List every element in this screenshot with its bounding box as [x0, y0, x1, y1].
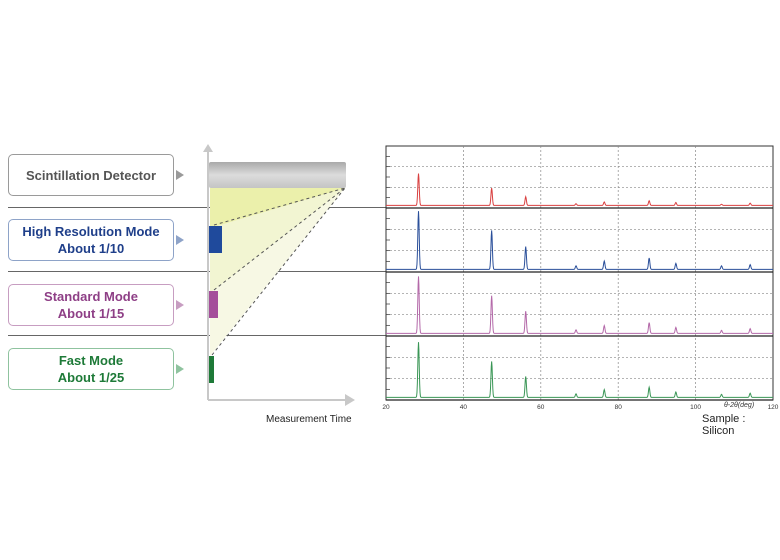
series-line-1 — [386, 211, 773, 270]
high-resolution-mode-label: High Resolution Mode About 1/10 — [8, 219, 174, 261]
fast-mode-title: Fast Mode — [58, 353, 124, 368]
arrow-right-icon — [176, 364, 184, 374]
x-tick-label: 60 — [537, 404, 545, 411]
high-resolution-mode-title: High Resolution Mode — [22, 224, 160, 239]
fast-mode-label: Fast Mode About 1/25 — [8, 348, 174, 390]
time-axis-arrow-icon — [345, 394, 355, 406]
fast-mode-ratio: About 1/25 — [57, 370, 125, 385]
standard-mode-label: Standard Mode About 1/15 — [8, 284, 174, 326]
scintillation-region — [210, 188, 345, 228]
series-line-2 — [386, 276, 773, 334]
series-line-3 — [386, 342, 773, 398]
chart-frame — [385, 145, 774, 401]
arrow-right-icon — [176, 170, 184, 180]
guide-line — [213, 187, 346, 291]
chart-grid — [386, 145, 773, 401]
high-resolution-mode-ratio: About 1/10 — [57, 241, 125, 256]
fast-time-bar — [209, 356, 214, 383]
x-tick-label: 100 — [690, 404, 701, 411]
standard-mode-ratio: About 1/15 — [57, 306, 125, 321]
arrow-right-icon — [176, 235, 184, 245]
series-line-0 — [386, 173, 773, 206]
scintillation-detector-label: Scintillation Detector — [8, 154, 174, 196]
x-tick-label: 40 — [460, 404, 468, 411]
arrow-right-icon — [176, 300, 184, 310]
scintillation-time-bar — [209, 162, 346, 188]
high-resolution-time-bar — [209, 226, 222, 253]
standard-time-bar — [209, 291, 218, 318]
x-tick-label: 20 — [382, 404, 390, 411]
time-axis-arrow-icon-up — [203, 144, 213, 152]
chart-ticks: 20 40 60 80 100 120 — [382, 404, 778, 411]
measurement-time-caption: Measurement Time — [266, 414, 352, 425]
standard-mode-title: Standard Mode — [44, 289, 138, 304]
x-tick-label: 120 — [768, 404, 779, 411]
x-axis-label: θ-2θ(deg) — [724, 402, 754, 409]
chart-series — [386, 173, 773, 401]
guide-line — [213, 187, 346, 226]
sample-caption: Sample : Silicon — [702, 413, 746, 437]
scintillation-detector-text: Scintillation Detector — [25, 167, 157, 183]
x-tick-label: 80 — [615, 404, 623, 411]
